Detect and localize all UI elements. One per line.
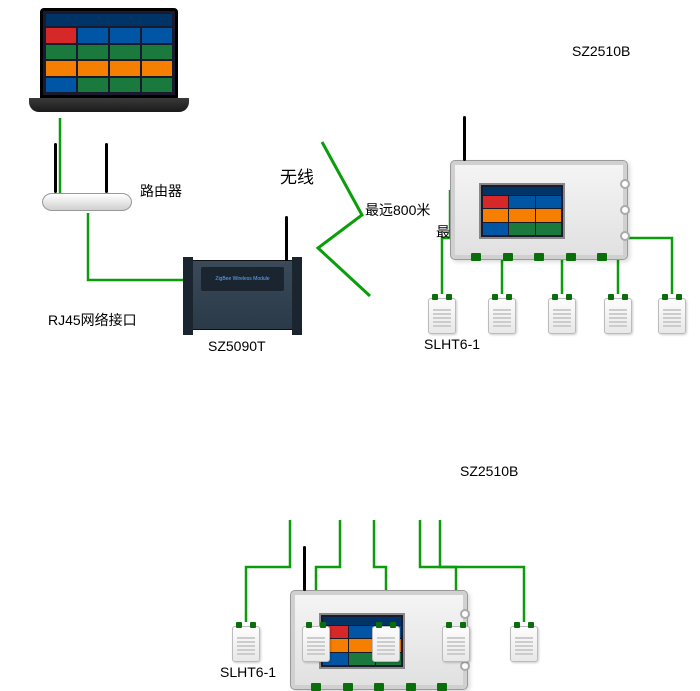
sensor-slht6-1 <box>658 298 686 334</box>
laptop <box>40 8 189 112</box>
sensor-slht6-1 <box>548 298 576 334</box>
sensor-slht6-1 <box>302 626 330 662</box>
collector-top-label: SZ2510B <box>572 43 630 59</box>
sensor-slht6-1 <box>232 626 260 662</box>
collector-bottom-label: SZ2510B <box>460 463 518 479</box>
router <box>42 193 132 211</box>
wire-router-gateway <box>88 213 190 280</box>
sensor-slht6-1 <box>442 626 470 662</box>
sensor-slht6-1 <box>604 298 632 334</box>
router-label: 路由器 <box>140 181 182 201</box>
sensor-slht6-1 <box>510 626 538 662</box>
laptop-screen <box>40 8 178 98</box>
sensor-bottom-label: SLHT6-1 <box>220 664 276 680</box>
gateway-label: SZ5090T <box>208 338 266 354</box>
sensor-slht6-1 <box>488 298 516 334</box>
wireless-zigzag <box>318 142 370 296</box>
gateway-sz5090t: ZigBee Wireless Module <box>190 260 295 330</box>
sensor-top-label: SLHT6-1 <box>424 336 480 352</box>
sensor-slht6-1 <box>372 626 400 662</box>
wireless-label: 无线 <box>280 163 314 188</box>
collector-top <box>450 160 628 260</box>
sensor-slht6-1 <box>428 298 456 334</box>
rj45-label: RJ45网络接口 <box>48 310 137 330</box>
range-label: 最远800米 <box>365 200 430 220</box>
